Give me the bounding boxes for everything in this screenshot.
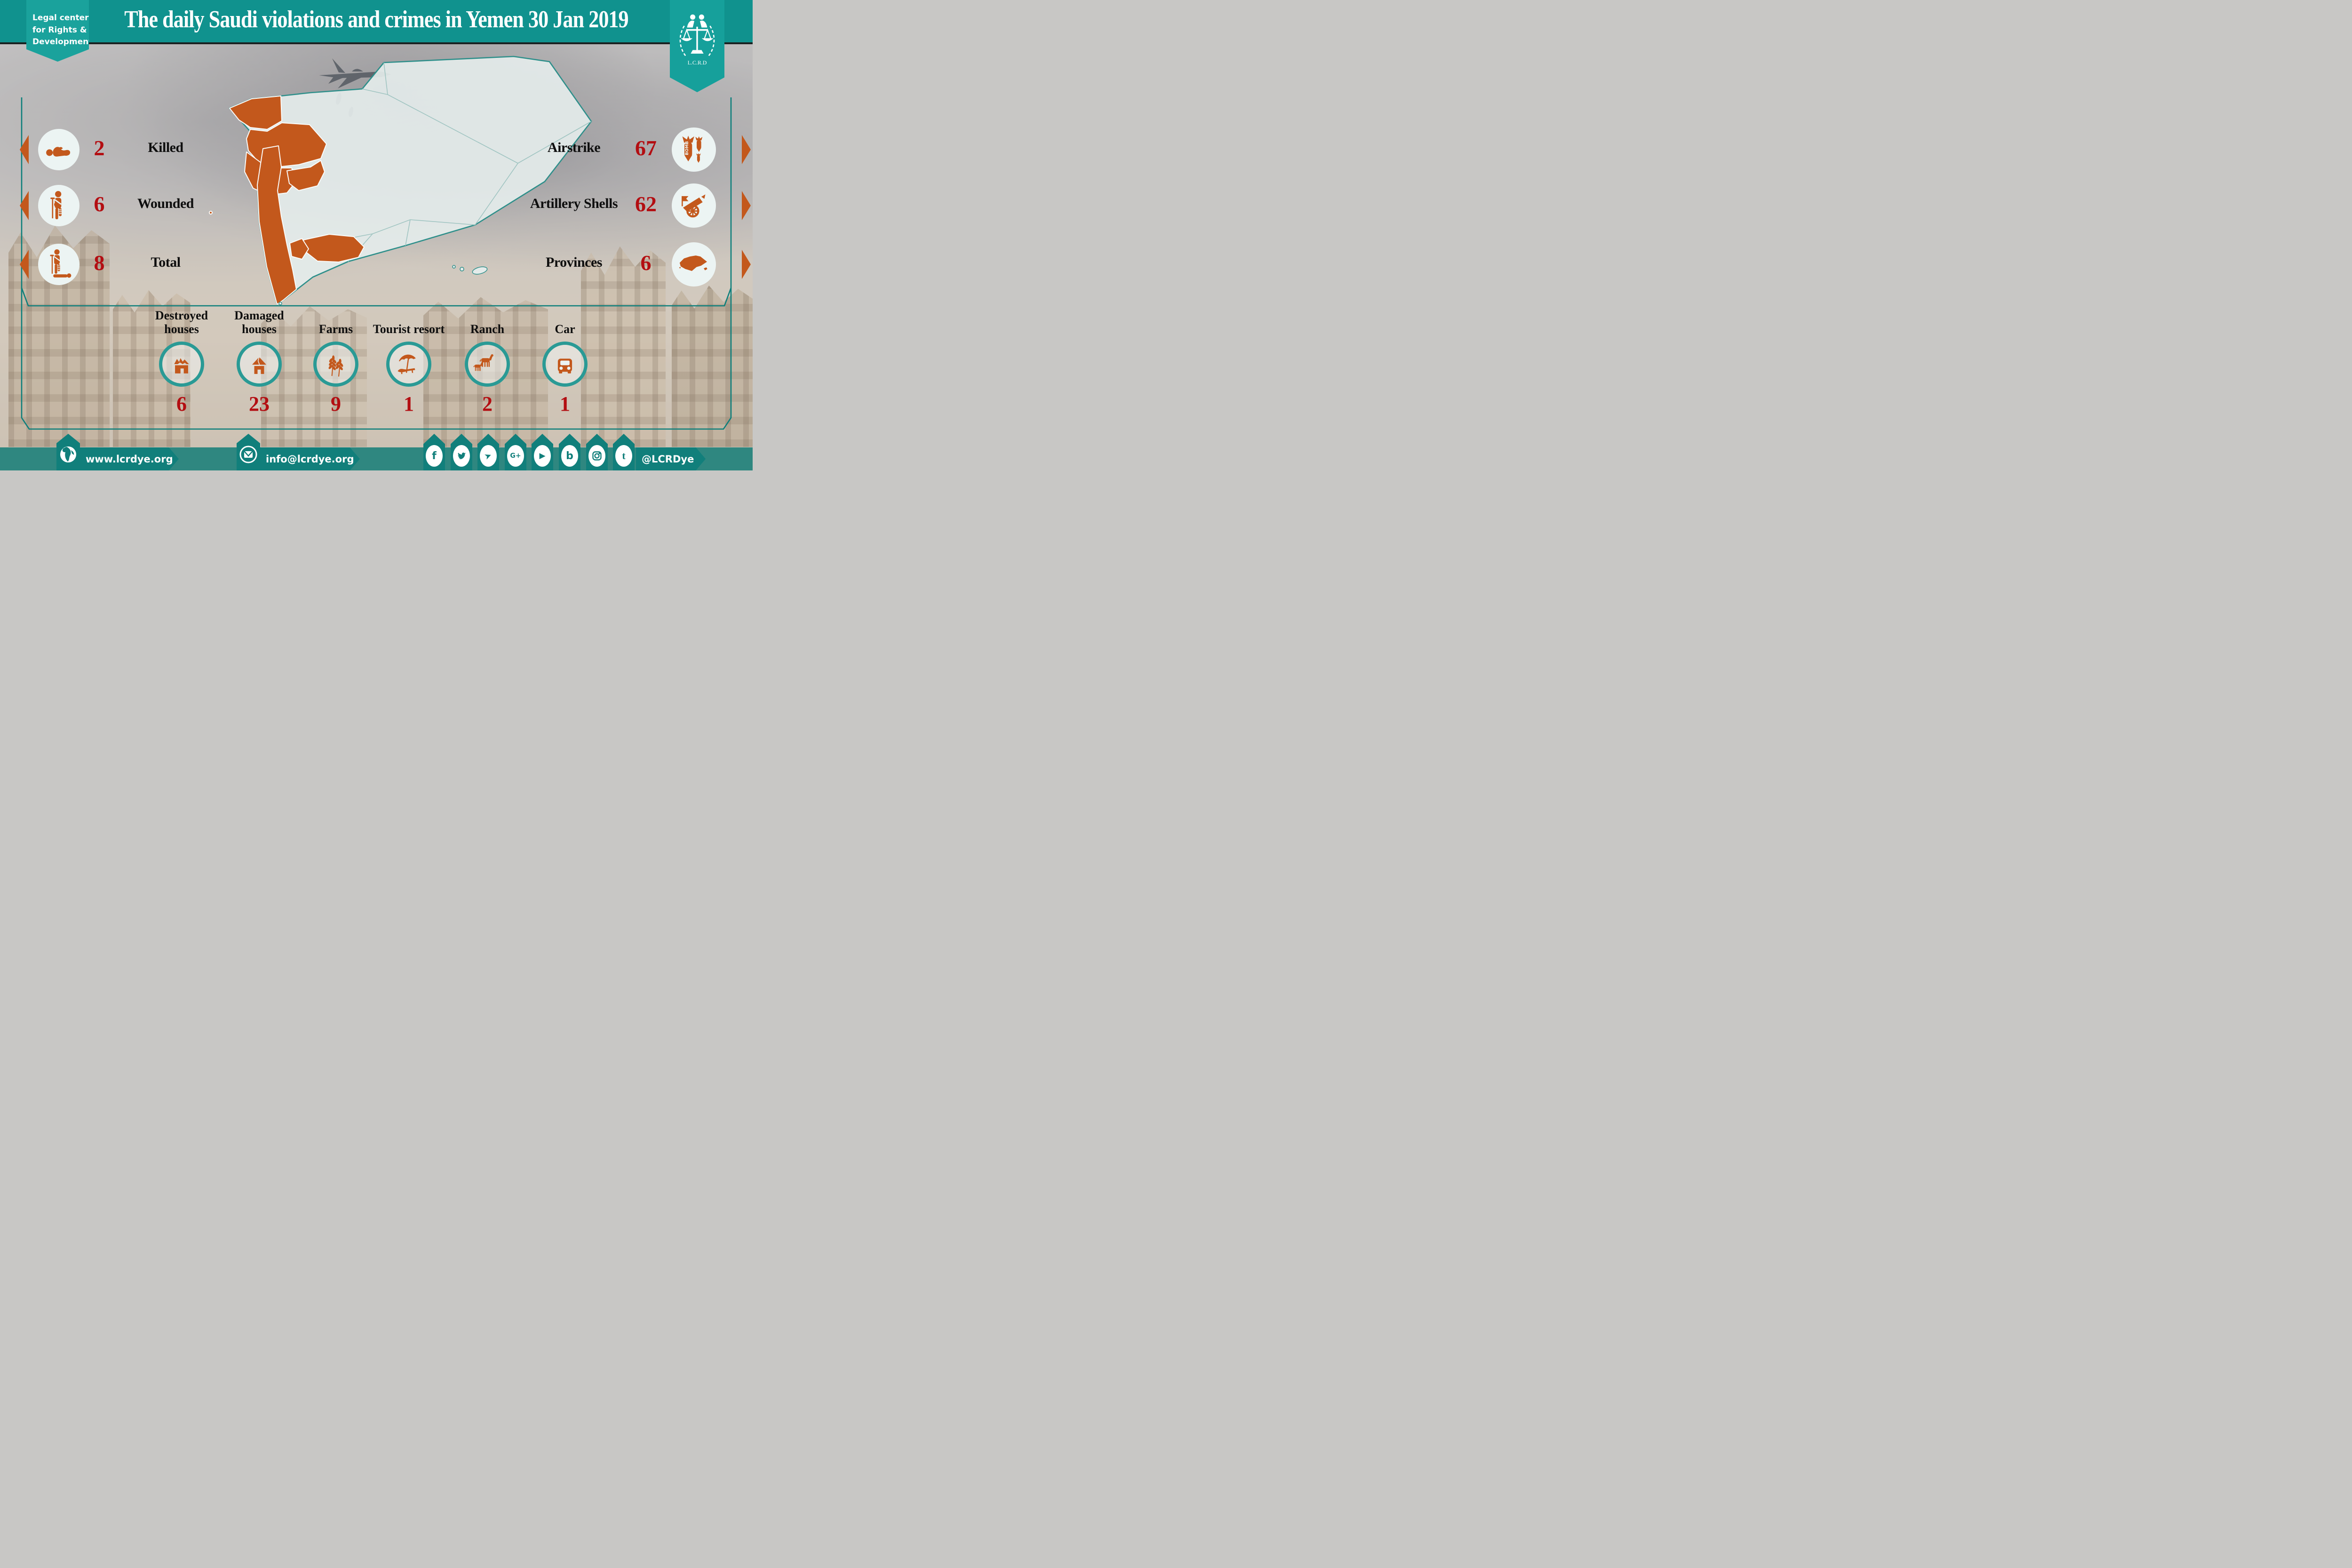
damaged-houses-label: Damaged houses — [234, 308, 284, 336]
facebook-icon: f — [426, 445, 443, 467]
islands — [278, 265, 488, 305]
total-value: 8 — [94, 251, 105, 275]
frame-lines — [20, 97, 751, 430]
wounded-stat-circle — [38, 185, 79, 226]
tourist-resort-label: Tourist resort — [373, 322, 445, 336]
total-stat-circle — [38, 244, 79, 285]
website-link[interactable]: www.lcrdye.org — [80, 447, 179, 470]
org-ribbon: Legal center for Rights & Development — [26, 0, 89, 62]
beach-umbrella-icon — [397, 354, 416, 374]
social-tab-instagram[interactable] — [586, 434, 608, 470]
car-icon — [557, 358, 572, 374]
damaged-houses-circle — [237, 342, 282, 387]
ruin-building — [581, 246, 666, 447]
destroyed-houses-label: Destroyed houses — [155, 308, 208, 336]
killed-label: Killed — [148, 140, 183, 155]
bomb-text: BOMB — [685, 141, 690, 155]
provinces-value: 6 — [640, 251, 652, 275]
tumblr-icon: t — [615, 445, 632, 467]
header-bar — [0, 0, 753, 44]
ranch-label: Ranch — [470, 322, 505, 336]
website-tab — [56, 434, 80, 470]
email-icon — [239, 446, 257, 463]
org-ribbon-line: for Rights & — [32, 25, 87, 35]
farms-value: 9 — [331, 392, 341, 415]
damaged-houses-value: 23 — [249, 392, 270, 415]
killed-value: 2 — [94, 136, 105, 160]
ranch-circle — [465, 342, 510, 387]
cannon-icon — [682, 194, 706, 218]
lcrd-logo: L.C.R.D — [670, 0, 724, 92]
provinces-stat-circle — [672, 242, 716, 287]
email-link[interactable]: info@lcrdye.org — [260, 447, 360, 470]
wounded-value: 6 — [94, 192, 105, 216]
telegram-icon: ➤ — [480, 445, 497, 467]
tourist-resort-circle — [386, 342, 431, 387]
destroyed-house-icon — [174, 358, 189, 374]
wounded-label: Wounded — [137, 196, 194, 211]
ranch-value: 2 — [482, 392, 493, 415]
artillery-stat-circle — [672, 183, 716, 228]
total-casualties-icon — [50, 249, 72, 278]
social-handle[interactable]: @LCRDye — [636, 447, 706, 470]
car-label: Car — [555, 322, 575, 336]
google-plus-icon: G+ — [507, 445, 524, 467]
scales-of-justice-icon: L.C.R.D — [679, 14, 715, 66]
blogger-icon: b — [561, 445, 578, 467]
ruin-building — [672, 286, 753, 447]
logo-acronym: L.C.R.D — [688, 59, 707, 66]
provinces-label: Provinces — [546, 255, 602, 270]
org-ribbon-line: Development — [32, 37, 93, 47]
twitter-icon — [453, 445, 470, 467]
globe-icon — [60, 446, 76, 462]
farms-circle — [313, 342, 358, 387]
falling-bombs-icon: BOMB — [682, 135, 703, 163]
car-value: 1 — [560, 392, 570, 415]
youtube-icon: ▶ — [534, 445, 551, 467]
car-circle — [542, 342, 588, 387]
yemen-map-icon — [679, 255, 707, 271]
instagram-icon — [588, 445, 605, 467]
wounded-person-icon — [50, 191, 62, 220]
airstrike-label: Airstrike — [547, 140, 601, 155]
total-label: Total — [151, 255, 181, 270]
damaged-house-icon — [252, 357, 267, 374]
airstrike-value: 67 — [635, 136, 657, 160]
yemen-map — [209, 56, 592, 305]
tourist-resort-value: 1 — [404, 392, 414, 415]
highlighted-provinces — [209, 96, 365, 305]
artillery-label: Artillery Shells — [530, 196, 618, 211]
page-title: The daily Saudi violations and crimes in… — [124, 5, 628, 33]
killed-stat-circle — [38, 129, 79, 170]
org-ribbon-line: Legal center — [32, 13, 89, 23]
destroyed-houses-circle — [159, 342, 204, 387]
ruin-building — [423, 297, 548, 447]
wheat-icon — [328, 355, 343, 377]
farms-label: Farms — [318, 322, 353, 336]
livestock-icon — [473, 354, 493, 371]
artillery-value: 62 — [635, 192, 657, 216]
accent-arrows — [20, 135, 751, 279]
destroyed-houses-value: 6 — [176, 392, 187, 415]
dead-body-icon — [46, 147, 71, 157]
airstrike-stat-circle: BOMB — [672, 127, 716, 172]
